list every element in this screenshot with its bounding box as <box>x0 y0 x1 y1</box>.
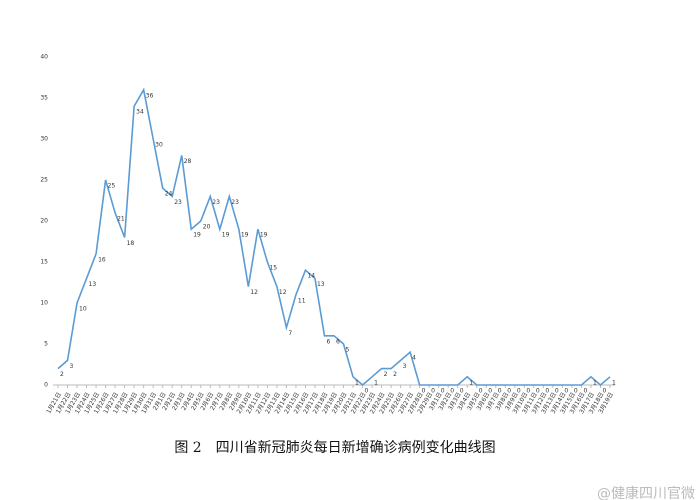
value-label: 0 <box>564 388 568 395</box>
value-label: 6 <box>326 338 330 345</box>
value-label: 1 <box>469 379 473 386</box>
y-tick-label: 25 <box>40 177 48 184</box>
value-label: 6 <box>336 338 340 345</box>
value-label: 34 <box>136 109 144 116</box>
y-tick-label: 20 <box>40 218 48 225</box>
y-tick-label: 15 <box>40 259 48 266</box>
value-label: 0 <box>517 388 521 395</box>
y-tick-label: 30 <box>40 136 48 143</box>
value-label: 0 <box>602 388 606 395</box>
value-label: 20 <box>203 224 211 231</box>
value-label: 3 <box>403 363 407 370</box>
value-label: 21 <box>117 215 125 222</box>
y-tick-label: 35 <box>40 95 48 102</box>
value-label: 19 <box>193 232 201 239</box>
value-label: 3 <box>70 363 74 370</box>
value-label: 1 <box>593 379 597 386</box>
value-label: 2 <box>60 371 64 378</box>
value-label: 2 <box>393 371 397 378</box>
value-label: 19 <box>222 232 230 239</box>
value-label: 0 <box>460 388 464 395</box>
value-label: 24 <box>165 191 173 198</box>
value-label: 0 <box>431 388 435 395</box>
value-label: 0 <box>526 388 530 395</box>
value-label: 0 <box>545 388 549 395</box>
value-label: 0 <box>536 388 540 395</box>
value-label: 18 <box>127 240 135 247</box>
value-label: 0 <box>479 388 483 395</box>
value-label: 13 <box>89 281 97 288</box>
value-label: 28 <box>184 158 192 165</box>
value-label: 0 <box>583 388 587 395</box>
value-label: 13 <box>317 281 325 288</box>
value-label: 36 <box>146 92 154 99</box>
value-label: 0 <box>441 388 445 395</box>
value-label: 10 <box>79 306 87 313</box>
value-label: 12 <box>250 289 258 296</box>
value-label: 14 <box>307 273 315 280</box>
value-label: 23 <box>174 199 182 206</box>
value-label: 0 <box>507 388 511 395</box>
value-label: 19 <box>241 232 249 239</box>
value-label: 11 <box>298 297 306 304</box>
value-label: 15 <box>269 265 277 272</box>
series-line <box>57 87 611 387</box>
value-label: 0 <box>365 388 369 395</box>
value-label: 0 <box>422 388 426 395</box>
value-label: 23 <box>231 199 239 206</box>
value-label: 0 <box>555 388 559 395</box>
y-tick-label: 0 <box>44 382 48 389</box>
y-tick-label: 40 <box>40 54 48 61</box>
caption: 图 2 四川省新冠肺炎每日新增确诊病例变化曲线图 <box>174 440 495 456</box>
value-label: 7 <box>288 330 292 337</box>
value-label: 0 <box>450 388 454 395</box>
y-tick-label: 10 <box>40 300 48 307</box>
value-label: 1 <box>374 379 378 386</box>
value-label: 2 <box>384 371 388 378</box>
value-label: 5 <box>346 347 350 354</box>
value-label: 0 <box>488 388 492 395</box>
value-label: 16 <box>98 256 106 263</box>
value-label: 1 <box>355 379 359 386</box>
y-tick-label: 5 <box>44 341 48 348</box>
watermark: @健康四川官微 <box>597 485 695 500</box>
value-label: 0 <box>498 388 502 395</box>
value-label: 30 <box>155 142 163 149</box>
value-label: 12 <box>279 289 287 296</box>
value-label: 25 <box>108 183 116 190</box>
value-label: 19 <box>260 232 268 239</box>
value-label: 4 <box>412 355 416 362</box>
value-label: 1 <box>612 379 616 386</box>
value-label: 23 <box>212 199 220 206</box>
value-label: 0 <box>574 388 578 395</box>
